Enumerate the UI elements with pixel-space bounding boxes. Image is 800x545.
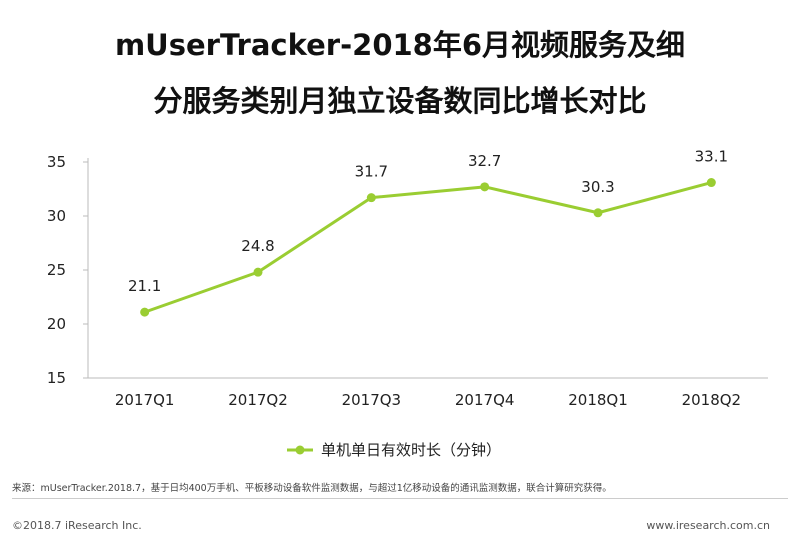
data-label: 32.7	[468, 152, 501, 170]
footer-divider	[12, 498, 788, 499]
y-tick-label: 30	[47, 207, 66, 225]
data-label: 30.3	[581, 178, 614, 196]
data-label: 21.1	[128, 277, 161, 295]
x-tick-label: 2018Q1	[568, 391, 628, 409]
website-text: www.iresearch.com.cn	[646, 519, 770, 532]
y-tick-label: 25	[47, 261, 66, 279]
y-tick-label: 15	[47, 369, 66, 387]
data-label: 24.8	[241, 237, 274, 255]
copyright-text: ©2018.7 iResearch Inc.	[12, 519, 142, 532]
y-tick-label: 20	[47, 315, 66, 333]
x-tick-label: 2017Q3	[342, 391, 402, 409]
x-tick-label: 2018Q2	[682, 391, 742, 409]
data-label: 31.7	[355, 163, 388, 181]
chart-title-line-2: 分服务类别月独立设备数同比增长对比	[153, 84, 647, 118]
x-tick-label: 2017Q1	[115, 391, 175, 409]
data-point	[480, 182, 490, 192]
data-point	[140, 307, 150, 317]
series-line	[143, 181, 713, 314]
line-chart: 15 20 25 30 35 2017Q1 2017Q2 2017Q3 2017Q4 2018Q1…	[47, 148, 768, 459]
legend-label: 单机单日有效时长（分钟）	[321, 441, 501, 459]
data-point	[253, 267, 263, 277]
source-note: 来源：mUserTracker.2018.7，基于日均400万手机、平板移动设备…	[12, 483, 612, 494]
legend-marker	[295, 445, 305, 455]
data-point	[706, 178, 716, 188]
x-tick-label: 2017Q4	[455, 391, 515, 409]
y-tick-label: 35	[47, 153, 66, 171]
data-point	[593, 208, 603, 218]
data-label: 33.1	[695, 148, 728, 166]
x-tick-label: 2017Q2	[228, 391, 288, 409]
chart-title-line-1: mUserTracker-2018年6月视频服务及细	[114, 28, 686, 62]
data-point	[366, 193, 376, 203]
